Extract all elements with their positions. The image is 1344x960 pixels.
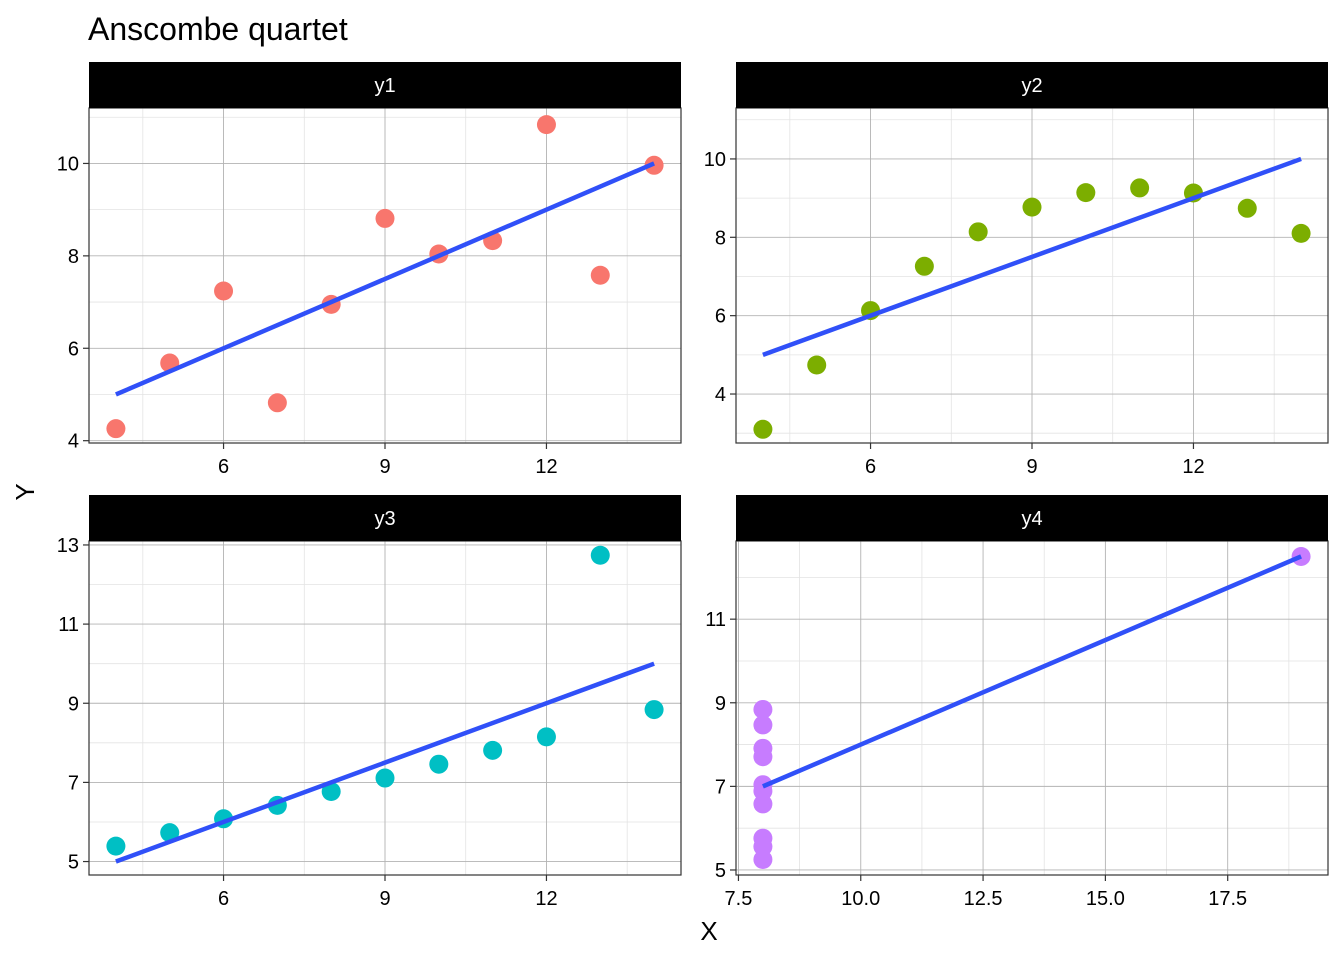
data-point-y4: [753, 837, 773, 857]
x-tick-label: 6: [218, 456, 229, 478]
panel-background: [736, 541, 1328, 875]
data-point-y1: [536, 115, 556, 135]
data-point-y2: [968, 222, 988, 242]
fit-line-y2: [762, 156, 1302, 357]
fit-line-y1: [115, 161, 655, 397]
data-point-y2: [807, 355, 827, 375]
y-tick-label: 7: [68, 772, 79, 794]
x-tick-label: 9: [379, 888, 390, 910]
y-tick-label: 10: [704, 149, 726, 171]
y-tick-label: 4: [68, 431, 79, 453]
data-point-y3: [590, 545, 610, 565]
y-tick-label: 8: [715, 227, 726, 249]
facet-strip-label: y4: [1021, 508, 1042, 530]
data-point-y2: [753, 419, 773, 439]
y-tick-label: 5: [715, 860, 726, 882]
x-tick-label: 12: [535, 456, 557, 478]
x-tick-label: 10.0: [841, 888, 880, 910]
data-point-y2: [1022, 197, 1042, 217]
data-point-y3: [483, 740, 503, 760]
x-tick-label: 12: [535, 888, 557, 910]
x-tick-label: 6: [865, 456, 876, 478]
x-tick-label: 12: [1182, 456, 1204, 478]
facet-strip-label: y1: [374, 75, 395, 97]
panel-y3: y3 6 9 12 5 7 9 11 13: [57, 495, 682, 910]
y-axis-title: Y: [10, 483, 40, 500]
facet-strip-label: y3: [374, 508, 395, 530]
data-point-y3: [321, 782, 341, 801]
data-point-y1: [214, 281, 234, 301]
y-tick-label: 9: [68, 693, 79, 715]
x-tick-label: 9: [1026, 456, 1037, 478]
x-tick-label: 7.5: [725, 888, 753, 910]
data-point-y1: [375, 208, 395, 228]
x-axis-title: X: [700, 916, 717, 946]
facet-strip: [89, 62, 681, 108]
data-point-y1: [267, 393, 287, 413]
data-point-y3: [375, 768, 395, 788]
y-tick-label: 6: [68, 338, 79, 360]
y-tick-label: 8: [68, 246, 79, 268]
data-point-y1: [590, 265, 610, 285]
facet-strip-label: y2: [1021, 75, 1042, 97]
data-point-y3: [160, 823, 180, 843]
data-point-y2: [1130, 178, 1150, 198]
data-point-y4: [753, 715, 773, 735]
y-tick-label: 13: [57, 535, 79, 557]
fit-line-y3: [115, 661, 655, 864]
y-tick-label: 9: [715, 693, 726, 715]
data-point-y4: [753, 699, 773, 719]
facet-strip: [736, 495, 1328, 541]
data-point-y3: [536, 727, 556, 747]
x-tick-label: 17.5: [1208, 888, 1247, 910]
facet-strip: [736, 62, 1328, 108]
chart-title: Anscombe quartet: [88, 11, 348, 47]
panel-y1: y1 6 9 12 4 6 8 10: [57, 62, 682, 478]
data-point-y3: [106, 836, 126, 856]
data-point-y2: [1076, 183, 1096, 203]
facet-strip: [89, 495, 681, 541]
x-tick-label: 9: [379, 456, 390, 478]
data-point-y2: [1291, 223, 1311, 243]
y-tick-label: 6: [715, 306, 726, 328]
fit-line-y4: [762, 554, 1302, 789]
panel-y4: y4 7.5 10.0 12.5 15.0 17.5 5 7 9 11: [705, 495, 1329, 910]
data-point-y3: [644, 700, 664, 720]
data-point-y2: [1237, 198, 1257, 218]
x-tick-label: 12.5: [964, 888, 1003, 910]
data-point-y4: [753, 738, 773, 758]
y-tick-label: 7: [715, 776, 726, 798]
y-tick-label: 4: [715, 384, 726, 406]
x-tick-label: 15.0: [1086, 888, 1125, 910]
data-point-y1: [106, 419, 126, 439]
data-point-y2: [914, 256, 934, 276]
data-point-y3: [429, 754, 449, 774]
panel-y2: y2 6 9 12 4 6 8 10: [704, 62, 1329, 478]
facet-panels: y1 6 9 12 4 6 8 10 y2 6 9 12 4 6 8 10 y3 6 9 12 5 7 9 11 13 y4 7.5…: [57, 62, 1329, 910]
y-tick-label: 11: [58, 614, 79, 636]
x-tick-label: 6: [218, 888, 229, 910]
y-tick-label: 11: [705, 609, 726, 631]
y-tick-label: 10: [57, 153, 79, 175]
y-tick-label: 5: [68, 852, 79, 874]
